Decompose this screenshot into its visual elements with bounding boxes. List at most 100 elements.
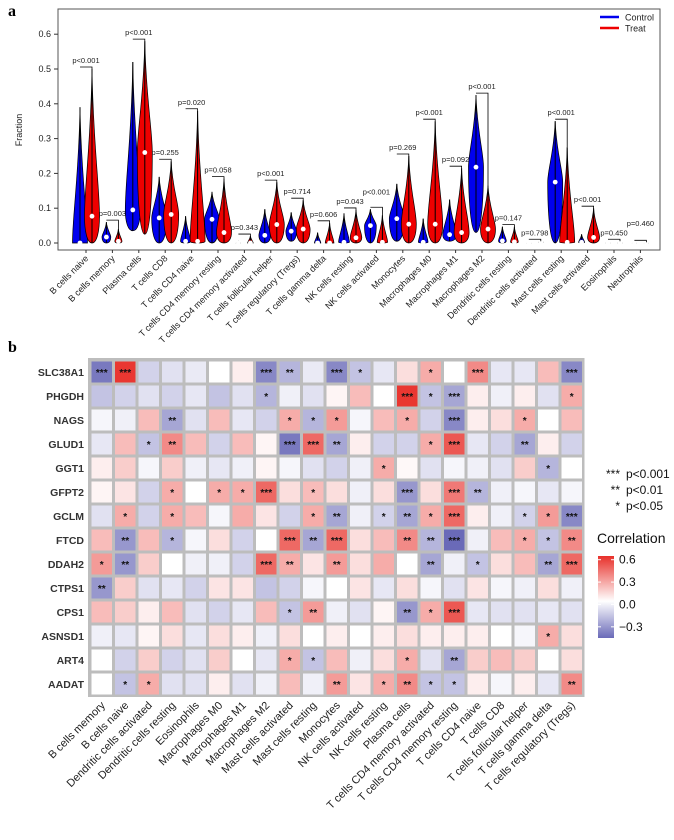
- significance-stars: ***: [448, 392, 460, 403]
- heatmap-cell: [397, 577, 418, 599]
- heatmap-cell: [326, 529, 347, 551]
- significance-stars: *: [382, 512, 386, 523]
- heatmap-cell: [397, 625, 418, 647]
- significance-stars: *: [546, 464, 550, 475]
- heatmap-cell: [185, 649, 206, 671]
- heatmap-cell: [514, 409, 535, 431]
- heatmap-cell: [326, 601, 347, 623]
- significance-stars: **: [333, 512, 341, 523]
- heatmap-cell: [162, 409, 183, 431]
- heatmap-cell: [373, 649, 394, 671]
- heatmap-cell: [514, 529, 535, 551]
- heatmap-cell: [185, 481, 206, 503]
- significance-stars: **: [403, 512, 411, 523]
- heatmap-cell: [185, 673, 206, 695]
- heatmap-cell: [373, 673, 394, 695]
- heatmap-cell: [162, 577, 183, 599]
- significance-stars: ***: [448, 440, 460, 451]
- heatmap-cell: [444, 673, 465, 695]
- heatmap-cell: [397, 601, 418, 623]
- heatmap-cell: [420, 649, 441, 671]
- legend-label-treat: Treat: [625, 24, 646, 34]
- heatmap-cell: [561, 529, 582, 551]
- significance-bracket: [555, 118, 568, 148]
- heatmap-cell: [420, 481, 441, 503]
- heatmap-cell: [256, 673, 277, 695]
- heatmap-cell: [491, 433, 512, 455]
- significance-stars: ***: [448, 608, 460, 619]
- heatmap-cell: [256, 529, 277, 551]
- treat-median-point: [459, 230, 464, 235]
- heatmap-cell: [209, 361, 230, 383]
- significance-stars: *: [147, 680, 151, 691]
- significance-bracket: [634, 239, 647, 243]
- heatmap-cell: [91, 361, 112, 383]
- heatmap-cell: [303, 673, 324, 695]
- heatmap-cell: [397, 649, 418, 671]
- heatmap-cell: [138, 361, 159, 383]
- heatmap-cell: [256, 361, 277, 383]
- control-median-point: [77, 240, 83, 246]
- heatmap-cell: [561, 673, 582, 695]
- heatmap-cell: [467, 361, 488, 383]
- violin-plot: Fraction 0.0 0.1 0.2 0.3 0.4 0.5 0.6 p<0.001 B ce…: [14, 8, 661, 345]
- heatmap-cell: [115, 649, 136, 671]
- heatmap-cell: [538, 553, 559, 575]
- p-value-label: p=0.269: [389, 143, 416, 152]
- p-value-label: p=0.450: [600, 228, 627, 237]
- heatmap-cell: [397, 409, 418, 431]
- heatmap-cell: [279, 433, 300, 455]
- heatmap-cell: [256, 577, 277, 599]
- heatmap-cell: [303, 481, 324, 503]
- significance-stars: *: [335, 416, 339, 427]
- heatmap-cell: [420, 361, 441, 383]
- significance-stars: *: [405, 416, 409, 427]
- control-median-point: [236, 240, 241, 246]
- heatmap-cell: [256, 649, 277, 671]
- p-value-label: p<0.001: [416, 108, 443, 117]
- significance-stars: **: [309, 536, 317, 547]
- heatmap-cell: [467, 409, 488, 431]
- significance-stars: *: [170, 536, 174, 547]
- heatmap-cell: [373, 481, 394, 503]
- heatmap-cell: [444, 529, 465, 551]
- heatmap-cell: [138, 601, 159, 623]
- heatmap-cell: [185, 625, 206, 647]
- heatmap-cell: [373, 361, 394, 383]
- significance-bracket: [317, 220, 330, 223]
- row-label: DDAH2: [48, 559, 84, 571]
- heatmap-cell: [444, 457, 465, 479]
- heatmap-cell: [350, 457, 371, 479]
- panel-label-a: a: [8, 3, 16, 20]
- heatmap-cell: [138, 385, 159, 407]
- heatmap-cell: [138, 673, 159, 695]
- significance-stars: *: [358, 368, 362, 379]
- treat-median-point: [168, 212, 174, 217]
- heatmap-cell: [138, 625, 159, 647]
- heatmap-cell: [279, 481, 300, 503]
- significance-stars: ***: [307, 440, 319, 451]
- significance-stars: ***: [566, 560, 578, 571]
- significance-bracket: [132, 38, 146, 42]
- heatmap-cell: [326, 625, 347, 647]
- heatmap-cell: [162, 481, 183, 503]
- heatmap-cell: [350, 625, 371, 647]
- heatmap-cell: [138, 481, 159, 503]
- heatmap-cell: [279, 529, 300, 551]
- significance-stars: *: [429, 440, 433, 451]
- significance-stars: *: [170, 488, 174, 499]
- significance-bracket: [502, 224, 515, 227]
- control-median-point: [500, 238, 505, 244]
- heatmap-cell: [538, 409, 559, 431]
- heatmap-cell: [162, 385, 183, 407]
- y-tick-label: 0.2: [38, 168, 51, 178]
- heatmap-cell: [326, 361, 347, 383]
- p-value-label: p=0.798: [521, 228, 548, 237]
- significance-stars: ***: [284, 440, 296, 451]
- heatmap-cell: [491, 601, 512, 623]
- significance-stars: *: [147, 440, 151, 451]
- heatmap-cell: [514, 625, 535, 647]
- heatmap-cell: [256, 457, 277, 479]
- treat-median-point: [564, 239, 570, 245]
- significance-stars: *: [100, 560, 104, 571]
